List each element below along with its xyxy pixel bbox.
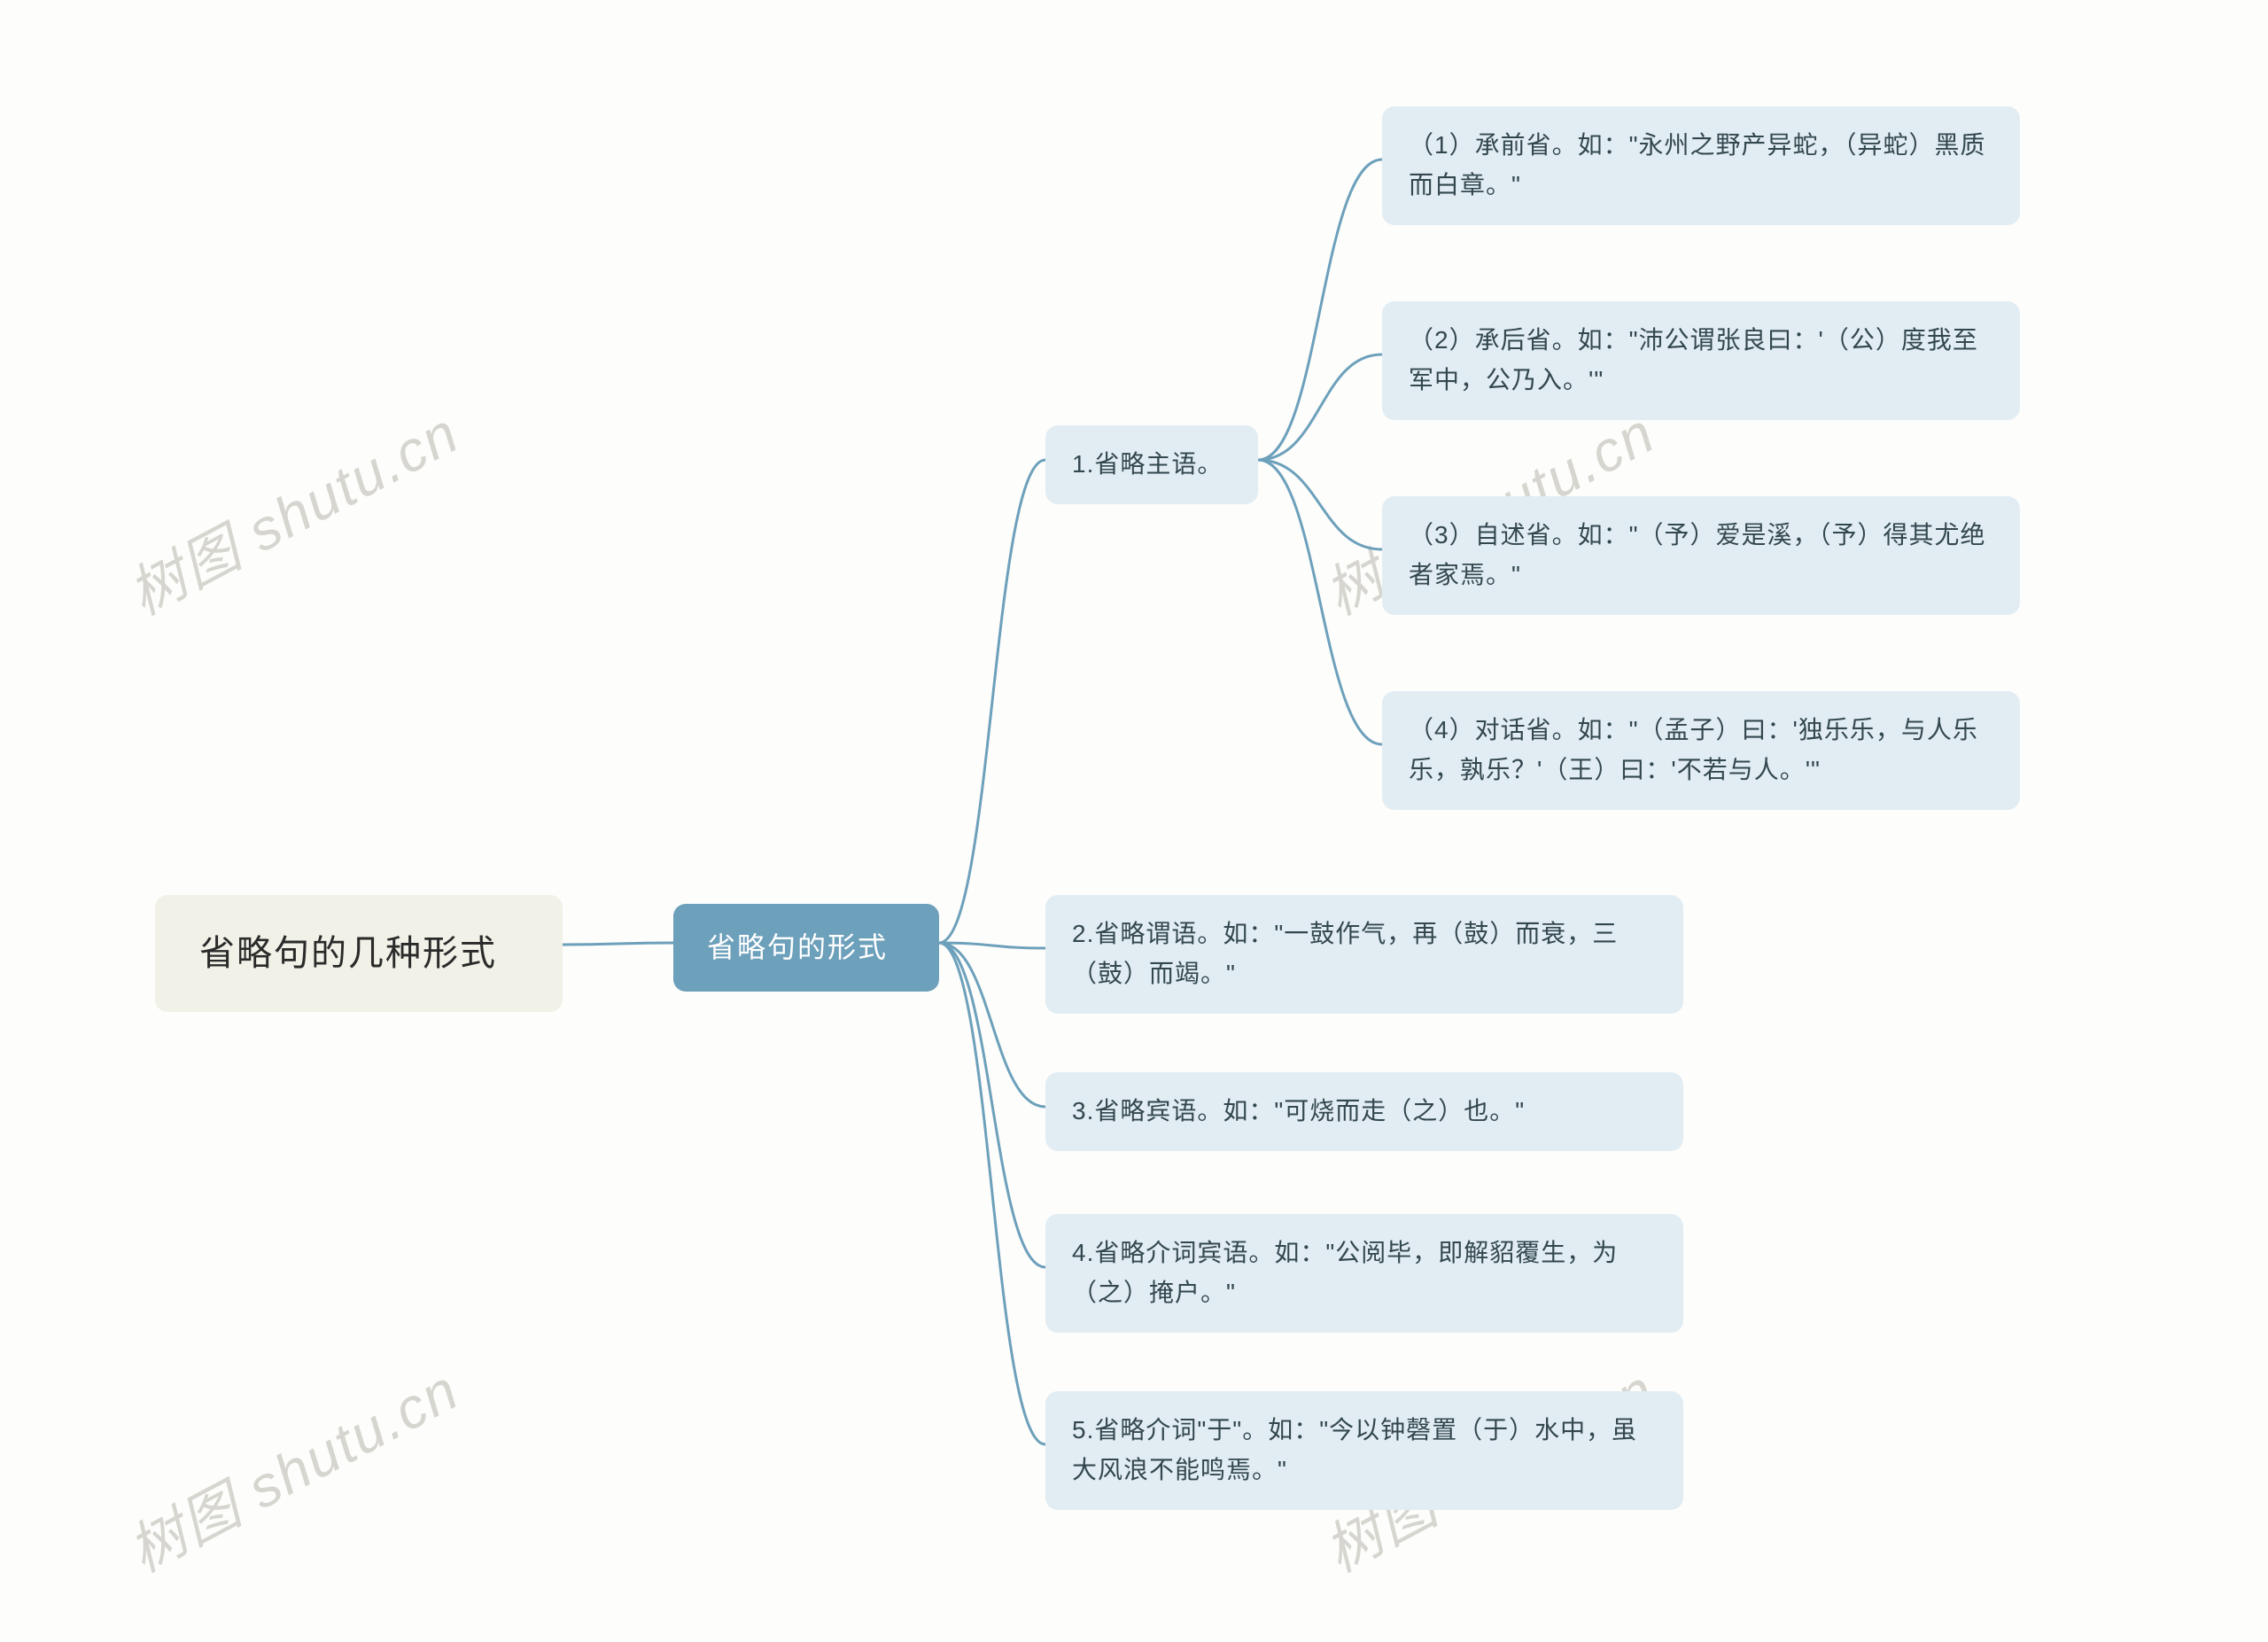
watermark: 树图 shutu.cn xyxy=(113,1345,471,1588)
leaf-b3[interactable]: 3.省略宾语。如："可烧而走（之）也。" xyxy=(1045,1072,1683,1151)
mindmap-canvas: 树图 shutu.cn 树图 shutu.cn 树图 shutu.cn 树图 s… xyxy=(0,0,2268,1642)
leaf-b1c2[interactable]: （2）承后省。如："沛公谓张良曰：'（公）度我至军中，公乃入。'" xyxy=(1382,301,2020,420)
leaf-b1c4[interactable]: （4）对话省。如："（孟子）曰：'独乐乐，与人乐乐，孰乐？'（王）曰：'不若与人… xyxy=(1382,691,2020,810)
leaf-b1c3[interactable]: （3）自述省。如："（予）爱是溪，（予）得其尤绝者家焉。" xyxy=(1382,496,2020,615)
leaf-b2[interactable]: 2.省略谓语。如："一鼓作气，再（鼓）而衰，三（鼓）而竭。" xyxy=(1045,895,1683,1014)
leaf-b4[interactable]: 4.省略介词宾语。如："公阅毕，即解貂覆生，为（之）掩户。" xyxy=(1045,1214,1683,1333)
leaf-b1c1[interactable]: （1）承前省。如："永州之野产异蛇，（异蛇）黑质而白章。" xyxy=(1382,106,2020,225)
root-node[interactable]: 省略句的几种形式 xyxy=(155,895,563,1012)
leaf-b5[interactable]: 5.省略介词"于"。如："今以钟磬置（于）水中，虽大风浪不能鸣焉。" xyxy=(1045,1391,1683,1510)
branch-subject-omission[interactable]: 1.省略主语。 xyxy=(1045,425,1258,504)
branch-forms[interactable]: 省略句的形式 xyxy=(673,904,939,992)
watermark: 树图 shutu.cn xyxy=(113,388,471,631)
